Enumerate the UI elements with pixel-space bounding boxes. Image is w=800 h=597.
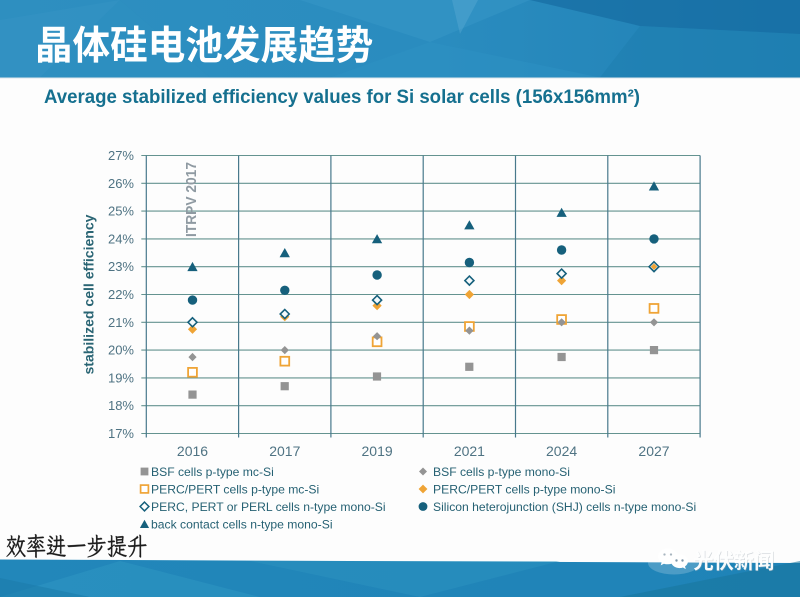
svg-text:BSF cells p-type mc-Si: BSF cells p-type mc-Si: [151, 465, 274, 479]
svg-text:Silicon heterojunction (SHJ) c: Silicon heterojunction (SHJ) cells n-typ…: [433, 500, 696, 514]
svg-text:27%: 27%: [108, 148, 134, 163]
svg-text:17%: 17%: [108, 426, 134, 441]
svg-text:26%: 26%: [108, 176, 134, 191]
svg-text:2017: 2017: [269, 443, 300, 459]
svg-text:PERC, PERT or PERL cells n-typ: PERC, PERT or PERL cells n-type mono-Si: [151, 500, 386, 514]
svg-text:2024: 2024: [546, 443, 577, 459]
svg-text:25%: 25%: [108, 204, 134, 219]
svg-text:ITRPV 2017: ITRPV 2017: [184, 162, 200, 237]
svg-text:2021: 2021: [454, 443, 485, 459]
svg-text:18%: 18%: [108, 398, 134, 413]
svg-text:PERC/PERT cells p-type mono-Si: PERC/PERT cells p-type mono-Si: [433, 482, 615, 496]
svg-text:back contact cells n-type mono: back contact cells n-type mono-Si: [151, 517, 333, 531]
svg-text:22%: 22%: [108, 287, 134, 302]
svg-text:2027: 2027: [638, 443, 669, 459]
svg-text:21%: 21%: [108, 315, 134, 330]
svg-text:stabilized cell efficiency: stabilized cell efficiency: [81, 214, 97, 374]
svg-text:Average stabilized efficiency: Average stabilized efficiency values for…: [44, 87, 640, 108]
svg-text:PERC/PERT cells p-type mc-Si: PERC/PERT cells p-type mc-Si: [151, 482, 319, 496]
svg-text:20%: 20%: [108, 343, 134, 358]
svg-text:24%: 24%: [108, 231, 134, 246]
svg-text:23%: 23%: [108, 259, 134, 274]
svg-text:19%: 19%: [108, 370, 134, 385]
svg-text:2016: 2016: [177, 443, 208, 459]
svg-text:2019: 2019: [362, 443, 393, 459]
svg-text:BSF cells p-type mono-Si: BSF cells p-type mono-Si: [433, 465, 570, 479]
